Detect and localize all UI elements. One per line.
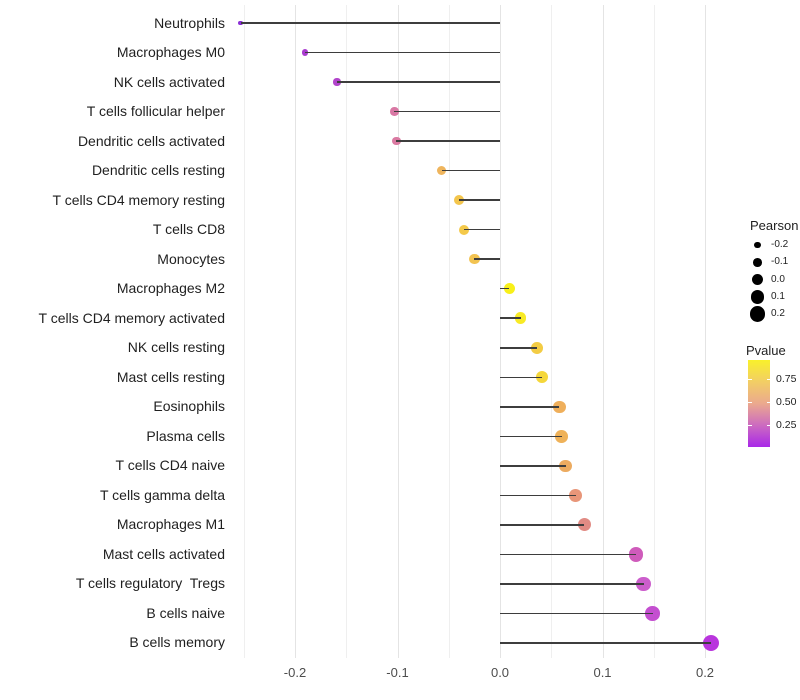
pearson-legend-label: -0.1 (771, 256, 789, 268)
gridline-minor (653, 5, 655, 658)
lollipop-dot (559, 459, 572, 473)
lollipop-dot (390, 107, 399, 116)
gridline-minor (551, 5, 553, 658)
gridline-major (705, 5, 706, 658)
lollipop-dot (703, 635, 720, 651)
y-axis-label: T cells CD4 memory resting (52, 191, 225, 208)
x-tick-label: -0.2 (283, 665, 307, 680)
y-axis-label: Dendritic cells activated (77, 132, 225, 149)
pvalue-legend-label: 0.50 (776, 396, 797, 409)
lollipop-stem (500, 465, 566, 467)
y-axis-label: Monocytes (157, 250, 225, 267)
pearson-legend-dot (752, 274, 763, 286)
lollipop-stem (474, 258, 500, 260)
lollipop-stem (240, 22, 500, 24)
y-axis-label: Macrophages M0 (116, 44, 225, 61)
lollipop-dot (302, 49, 309, 56)
pearson-legend-dot (750, 290, 765, 304)
lollipop-stem (441, 169, 500, 172)
y-axis-label: B cells memory (129, 634, 225, 651)
lollipop-stem (396, 140, 500, 142)
lollipop-dot (629, 547, 644, 562)
lollipop-stem (464, 228, 500, 231)
lollipop-dot (469, 253, 480, 265)
y-axis-label: Neutrophils (154, 14, 225, 31)
gridline-minor (346, 5, 348, 658)
lollipop-stem (500, 347, 537, 349)
y-axis-label: T cells CD4 naive (115, 457, 225, 474)
pvalue-legend-title: Pvalue (746, 343, 786, 358)
y-axis-label: Eosinophils (153, 398, 225, 415)
y-axis-label: Plasma cells (146, 427, 225, 444)
lollipop-stem (500, 494, 576, 497)
lollipop-stem (500, 583, 644, 585)
x-tick-label: 0.0 (490, 665, 510, 680)
pvalue-legend-tick (748, 425, 752, 427)
pearson-legend-label: 0.1 (771, 290, 785, 302)
pvalue-legend-tick (766, 425, 770, 427)
pearson-legend-dot (753, 258, 762, 267)
y-axis-label: T cells CD8 (152, 221, 225, 238)
lollipop-stem (500, 612, 653, 615)
pvalue-legend-tick (748, 402, 752, 404)
pvalue-gradient-bar (748, 360, 770, 447)
x-tick-label: 0.1 (593, 665, 612, 680)
lollipop-stem (500, 376, 543, 379)
gridline-major (500, 5, 501, 658)
y-axis-label: NK cells activated (113, 73, 225, 90)
pearson-legend-title: Pearson (750, 218, 799, 233)
lollipop-stem (305, 51, 500, 54)
lollipop-dot (536, 371, 548, 384)
y-axis-label: Mast cells resting (116, 368, 225, 385)
pvalue-legend-tick (766, 402, 770, 404)
lollipop-stem (500, 524, 585, 526)
y-axis-label: B cells naive (146, 604, 225, 621)
y-axis-label: Macrophages M1 (116, 516, 225, 533)
lollipop-stem (459, 199, 500, 201)
pearson-legend-dot (754, 241, 761, 249)
y-axis-label: T cells follicular helper (86, 103, 225, 120)
lollipop-stem (500, 287, 510, 290)
y-axis-label: NK cells resting (127, 339, 225, 356)
y-axis-label: Mast cells activated (102, 545, 225, 562)
lollipop-dot (238, 20, 244, 26)
gridline-major (295, 5, 296, 658)
gridline-major (602, 5, 604, 658)
lollipop-dot (392, 136, 401, 146)
pearson-legend-label: -0.2 (771, 239, 789, 250)
lollipop-dot (553, 400, 566, 413)
y-axis-label: T cells CD4 memory activated (38, 309, 225, 326)
gridline-major (397, 5, 399, 658)
lollipop-stem (394, 110, 500, 113)
x-tick-label: 0.2 (695, 665, 715, 680)
y-axis-label: T cells regulatory Tregs (75, 575, 225, 592)
lollipop-stem (500, 406, 560, 408)
lollipop-stem (500, 435, 562, 438)
x-tick-label: -0.1 (386, 665, 409, 680)
lollipop-dot (459, 224, 470, 235)
lollipop-stem (500, 553, 637, 556)
pearson-legend-dot (749, 306, 766, 323)
y-axis-label: T cells gamma delta (99, 486, 225, 503)
lollipop-stem (500, 317, 521, 319)
lollipop-stem (337, 81, 500, 83)
y-axis-label: Dendritic cells resting (91, 162, 225, 179)
lollipop-dot (453, 195, 464, 206)
lollipop-stem (500, 642, 712, 644)
pearson-legend-label: 0.0 (771, 273, 785, 285)
pvalue-legend-label: 0.75 (776, 372, 797, 385)
pvalue-legend-tick (748, 378, 752, 380)
gridline-minor (243, 5, 245, 658)
y-axis-label: Macrophages M2 (116, 280, 225, 297)
pvalue-legend-tick (766, 378, 770, 380)
pvalue-legend-label: 0.25 (776, 419, 797, 432)
pearson-legend-label: 0.2 (771, 308, 785, 320)
lollipop-dot (333, 78, 341, 86)
gridline-minor (448, 5, 450, 658)
